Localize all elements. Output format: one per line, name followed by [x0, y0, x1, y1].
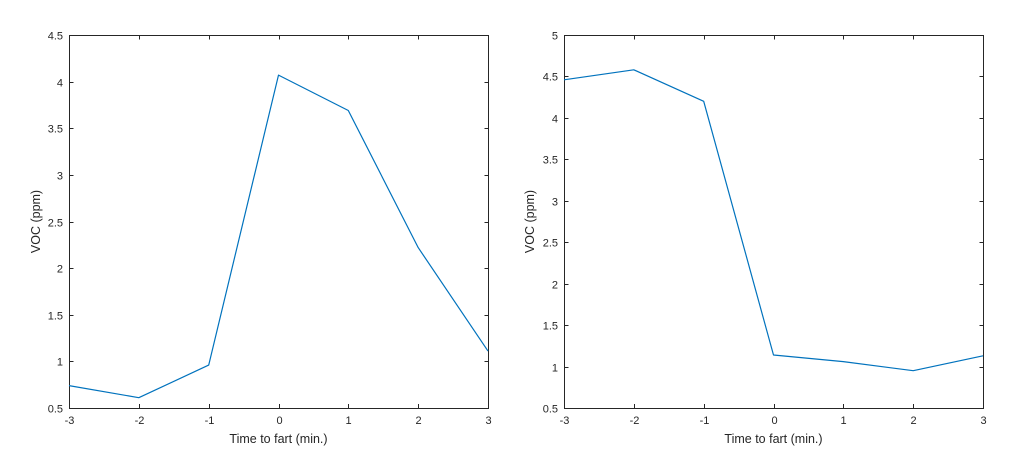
y-tick-label: 4.5: [543, 72, 558, 84]
y-tick-label: 4: [57, 78, 63, 90]
x-axis-label: Time to fart (min.): [724, 432, 822, 446]
chart-left: -3 -2 -1 0 1 2 3 0.5 1 1.5 2 2.5 3 3.5 4 4.5 Time to far…: [29, 31, 492, 447]
x-tick-label: 3: [980, 415, 986, 427]
y-axis-label: VOC (ppm): [523, 190, 537, 253]
y-tick-label: 1: [552, 363, 558, 375]
plot-area: [69, 35, 489, 409]
x-tick-label: -3: [560, 415, 570, 427]
y-tick-label: 4.5: [48, 31, 63, 43]
x-tick-label: 2: [415, 415, 421, 427]
plot-area: [564, 35, 984, 409]
y-tick-label: 0.5: [48, 404, 63, 416]
x-tick-label: 0: [276, 415, 282, 427]
y-tick-label: 2.5: [543, 238, 558, 250]
x-tick-label: -1: [205, 415, 215, 427]
series-line: [563, 69, 984, 372]
x-tick-label: 2: [910, 415, 916, 427]
y-tick-label: 3: [57, 171, 63, 183]
series-line: [68, 74, 489, 399]
x-tick-label: 3: [485, 415, 491, 427]
y-tick-label: 1: [57, 357, 63, 369]
y-axis-label: VOC (ppm): [29, 190, 43, 253]
x-tick-label: -3: [65, 415, 75, 427]
x-tick-label: 1: [345, 415, 351, 427]
x-tick-label: -2: [630, 415, 640, 427]
y-tick-label: 1.5: [48, 311, 63, 323]
x-tick-label: 1: [840, 415, 846, 427]
y-tick-label: 3: [552, 197, 558, 209]
y-tick-label: 2: [552, 280, 558, 292]
y-tick-label: 2: [57, 264, 63, 276]
x-tick-label: -1: [700, 415, 710, 427]
x-axis-label: Time to fart (min.): [229, 432, 327, 446]
y-tick-label: 1.5: [543, 321, 558, 333]
y-tick-label: 0.5: [543, 404, 558, 416]
y-tick-label: 3.5: [543, 155, 558, 167]
x-tick-label: -2: [135, 415, 145, 427]
x-tick-label: 0: [771, 415, 777, 427]
chart-right: -3 -2 -1 0 1 2 3 0.5 1 1.5 2 2.5 3 3.5 4 4.5 5 Time to fa…: [523, 31, 987, 447]
y-tick-label: 2.5: [48, 218, 63, 230]
y-tick-label: 5: [552, 31, 558, 43]
y-tick-label: 3.5: [48, 124, 63, 136]
y-tick-label: 4: [552, 114, 558, 126]
